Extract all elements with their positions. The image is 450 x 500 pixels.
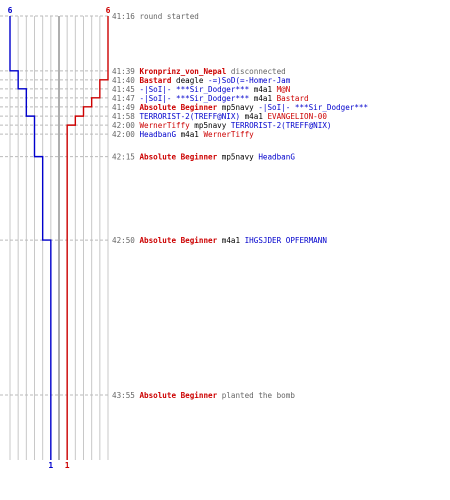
event-time: 41:58 <box>112 112 139 121</box>
event-text-part: m4a1 <box>249 94 276 103</box>
event-labels: 41:16 round started 41:39 Kronprinz_von_N… <box>112 12 368 400</box>
event-text-part: mp5navy <box>217 103 258 112</box>
event-label: 41:45 -|SoI|- ***Sir_Dodger*** m4a1 M@N <box>112 85 291 94</box>
event-text-part: TERRORIST-2(TREFF@NIX) <box>231 121 332 130</box>
red-team-line <box>66 16 109 460</box>
event-text-part: HeadbanG <box>258 153 295 162</box>
event-text-part: disconnected <box>226 67 285 76</box>
event-label: 41:39 Kronprinz_von_Nepal disconnected <box>112 67 286 76</box>
event-label: 42:15 Absolute Beginner mp5navy HeadbanG <box>112 153 295 162</box>
event-text-part: HeadbanG <box>139 130 176 139</box>
event-text-part: TERRORIST-2(TREFF@NIX) <box>139 112 240 121</box>
event-time: 41:39 <box>112 67 139 76</box>
count-labels: 6 6 1 1 <box>8 6 111 470</box>
event-label: 42:50 Absolute Beginner m4a1 IHGSJDER OP… <box>112 236 327 245</box>
event-time: 42:50 <box>112 236 139 245</box>
event-text-part: -|SoI|- ***Sir_Dodger*** <box>139 94 249 103</box>
event-text-part: EVANGELION-00 <box>267 112 327 121</box>
event-time: 42:15 <box>112 153 139 162</box>
blue-start-count: 6 <box>8 6 13 15</box>
event-text-part: deagle <box>171 76 208 85</box>
event-label: 42:00 WernerTiffy mp5navy TERRORIST-2(TR… <box>112 121 331 130</box>
event-label: 41:40 Bastard deagle -=)SoD(=-Homer-Jam <box>112 76 291 85</box>
event-time: 41:47 <box>112 94 139 103</box>
event-text-part: mp5navy <box>217 153 258 162</box>
event-text-part: m4a1 <box>217 236 244 245</box>
blue-end-count: 1 <box>48 461 53 470</box>
event-text-part: m4a1 <box>249 85 276 94</box>
event-text-part: -|SoI|- ***Sir_Dodger*** <box>139 85 249 94</box>
event-time: 42:00 <box>112 121 139 130</box>
red-end-count: 1 <box>65 461 70 470</box>
event-time: 41:40 <box>112 76 139 85</box>
event-time: 42:00 <box>112 130 139 139</box>
event-text-part: IHGSJDER OPFERMANN <box>245 236 328 245</box>
event-time: 43:55 <box>112 391 139 400</box>
series-lines <box>9 16 109 460</box>
event-text-part: Kronprinz_von_Nepal <box>139 67 226 76</box>
event-text-part: Bastard <box>277 94 309 103</box>
event-text-part: WernerTiffy <box>139 121 190 130</box>
event-label: 42:00 HeadbanG m4a1 WernerTiffy <box>112 130 254 139</box>
grid-lines <box>9 16 109 460</box>
event-text-part: M@N <box>277 85 291 94</box>
event-text-part: Bastard <box>139 76 171 85</box>
event-text-part: mp5navy <box>190 121 231 130</box>
event-text-part: planted the bomb <box>217 391 295 400</box>
event-time: 41:45 <box>112 85 139 94</box>
blue-team-line <box>9 16 52 460</box>
event-text-part: round started <box>139 12 198 21</box>
event-label: 43:55 Absolute Beginner planted the bomb <box>112 391 295 400</box>
event-text-part: -|SoI|- ***Sir_Dodger*** <box>258 103 368 112</box>
event-time: 41:16 <box>112 12 139 21</box>
event-text-part: -=)SoD(=-Homer-Jam <box>208 76 291 85</box>
event-guides <box>0 15 110 396</box>
red-start-count: 6 <box>106 6 111 15</box>
event-time: 41:49 <box>112 103 139 112</box>
event-text-part: Absolute Beginner <box>139 391 217 400</box>
event-label: 41:49 Absolute Beginner mp5navy -|SoI|- … <box>112 103 368 112</box>
event-text-part: Absolute Beginner <box>139 236 217 245</box>
event-label: 41:58 TERRORIST-2(TREFF@NIX) m4a1 EVANGE… <box>112 112 327 121</box>
event-text-part: Absolute Beginner <box>139 153 217 162</box>
event-label: 41:16 round started <box>112 12 199 21</box>
event-text-part: m4a1 <box>176 130 203 139</box>
event-text-part: Absolute Beginner <box>139 103 217 112</box>
event-text-part: WernerTiffy <box>203 130 254 139</box>
event-label: 41:47 -|SoI|- ***Sir_Dodger*** m4a1 Bast… <box>112 94 309 103</box>
event-text-part: m4a1 <box>240 112 267 121</box>
